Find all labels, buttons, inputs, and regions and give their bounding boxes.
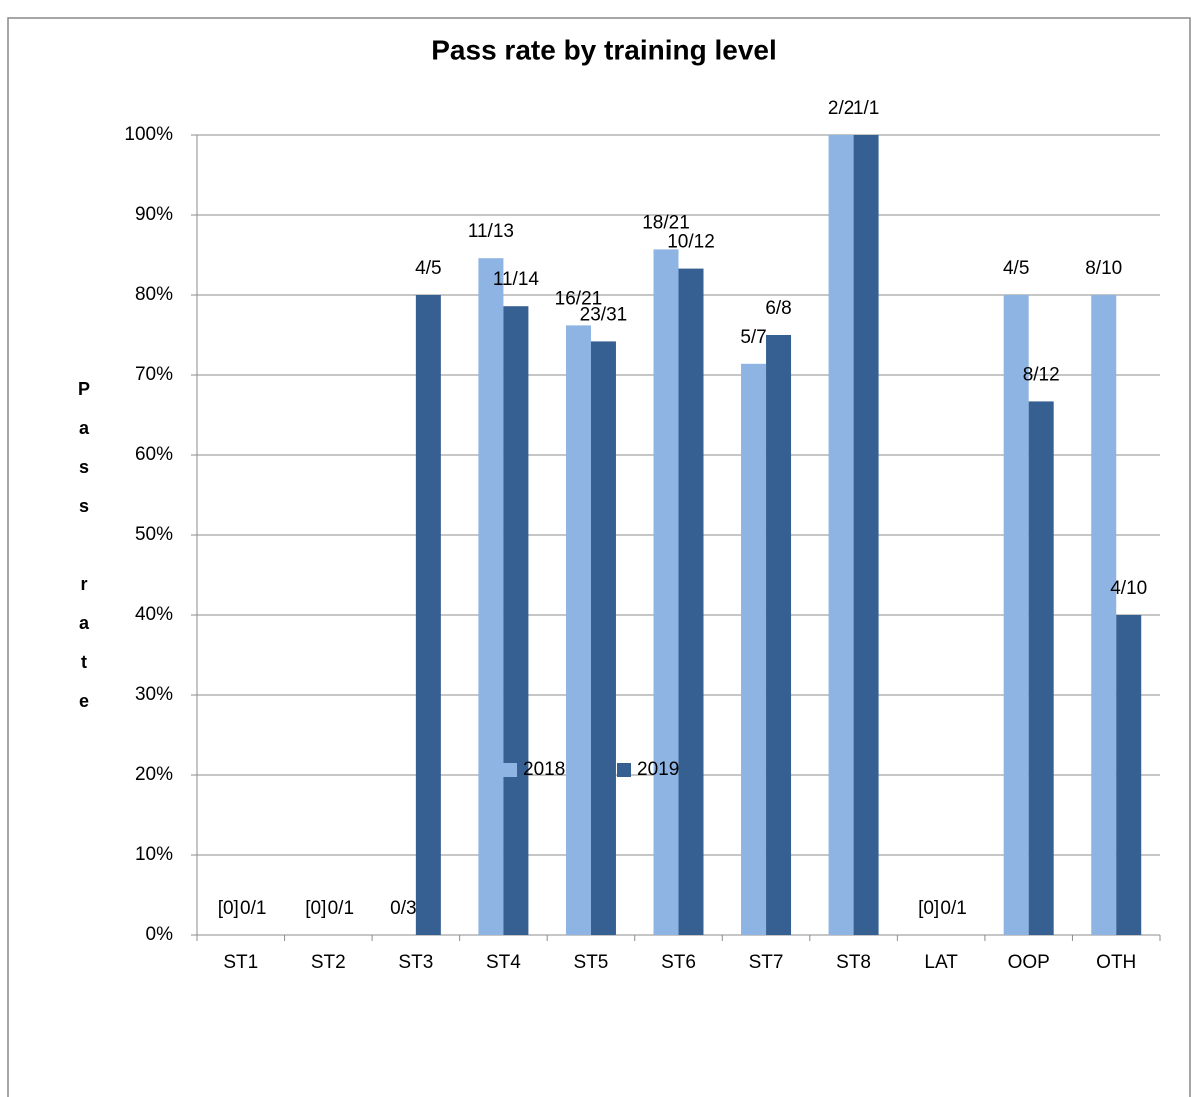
y-tick-label: 80% [135, 284, 173, 305]
value-label: 1/1 [853, 98, 879, 119]
y-tick-label: 100% [124, 124, 173, 145]
value-label: 11/14 [493, 269, 540, 290]
x-tick-label: ST2 [311, 952, 346, 973]
value-label: 0/3 [390, 898, 416, 919]
value-label: 10/12 [667, 232, 715, 253]
value-label: 4/5 [1003, 258, 1029, 279]
value-label: 5/7 [740, 327, 766, 348]
value-label: 0/1 [940, 898, 966, 919]
value-label: 4/5 [415, 258, 441, 279]
bar [1028, 401, 1054, 935]
value-label: 2/2 [828, 98, 854, 119]
bar [828, 135, 854, 935]
x-tick-label: OOP [1008, 952, 1050, 973]
value-label: 23/31 [580, 304, 628, 325]
value-label: 4/10 [1110, 578, 1147, 599]
value-label: 8/10 [1085, 258, 1122, 279]
chart-title: Pass rate by training level [431, 34, 777, 65]
y-tick-label: 20% [135, 764, 173, 785]
bar [766, 335, 792, 935]
x-tick-label: ST5 [574, 952, 609, 973]
value-label: 16/21 [555, 288, 603, 309]
value-label: [0] [305, 898, 326, 919]
bar [853, 135, 879, 935]
bar [503, 306, 529, 935]
legend-swatch [617, 763, 631, 777]
value-label: [0] [918, 898, 939, 919]
value-label: 11/13 [468, 221, 514, 242]
x-tick-label: ST6 [661, 952, 696, 973]
y-tick-label: 10% [135, 844, 173, 865]
y-tick-label: 30% [135, 684, 173, 705]
x-tick-label: ST1 [223, 952, 258, 973]
bar [478, 258, 504, 935]
x-tick-label: ST7 [749, 952, 784, 973]
value-label: 0/1 [328, 898, 354, 919]
legend-swatch [503, 763, 517, 777]
value-label: 8/12 [1023, 364, 1060, 385]
x-tick-label: OTH [1096, 952, 1136, 973]
bar [415, 295, 441, 935]
x-tick-label: ST3 [398, 952, 433, 973]
bar [1091, 295, 1117, 935]
value-label: 0/1 [240, 898, 266, 919]
y-tick-label: 0% [146, 924, 174, 945]
y-tick-label: 90% [135, 204, 173, 225]
value-label: [0] [218, 898, 239, 919]
bar [1003, 295, 1029, 935]
y-tick-label: 60% [135, 444, 173, 465]
x-tick-label: ST8 [836, 952, 871, 973]
legend-label: 2019 [637, 759, 679, 780]
y-tick-label: 50% [135, 524, 173, 545]
y-tick-label: 40% [135, 604, 173, 625]
bar [741, 363, 767, 935]
bar [590, 341, 616, 935]
value-label: 6/8 [765, 298, 791, 319]
bar [678, 268, 704, 936]
y-tick-label: 70% [135, 364, 173, 385]
value-label: 18/21 [642, 212, 690, 233]
bar [1116, 615, 1142, 935]
legend-label: 2018 [523, 759, 565, 780]
bar [565, 325, 591, 935]
x-tick-label: LAT [924, 952, 958, 973]
bar [653, 249, 679, 935]
x-tick-label: ST4 [486, 952, 521, 973]
chart-frame [7, 17, 1191, 1097]
